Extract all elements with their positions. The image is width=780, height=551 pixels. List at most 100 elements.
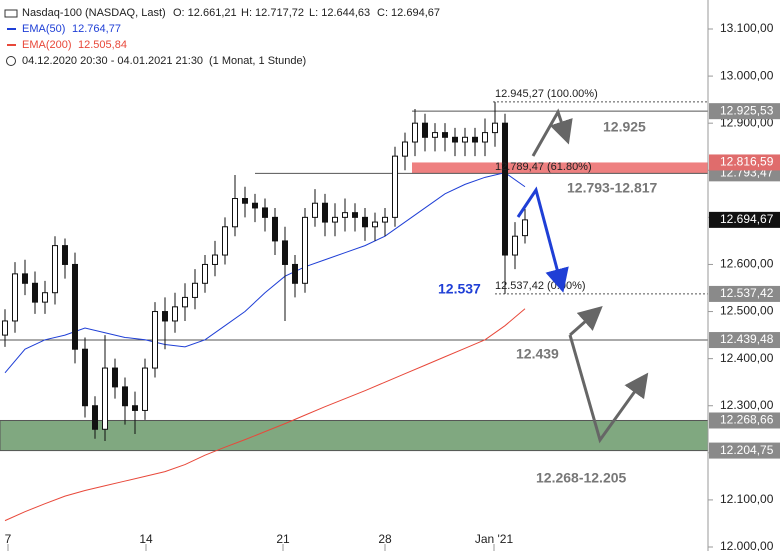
candle-body xyxy=(122,386,128,407)
y-tick-label: 12.400,00 xyxy=(720,351,774,365)
candle-body xyxy=(2,320,8,336)
candle-body xyxy=(232,198,238,228)
candle-body xyxy=(522,219,528,237)
candle-body xyxy=(352,212,358,218)
ohlc: L: 12.644,63 xyxy=(309,7,370,19)
candle-body xyxy=(202,263,208,284)
candle-body xyxy=(92,405,98,430)
legend-value: 12.764,77 xyxy=(72,23,121,35)
price-box xyxy=(709,412,780,429)
candle-body xyxy=(302,216,308,284)
y-tick-label: 12.100,00 xyxy=(720,492,774,506)
candle-body xyxy=(422,122,428,138)
candle-body xyxy=(42,292,48,303)
candle-body xyxy=(182,296,188,308)
candle-body xyxy=(332,216,338,223)
candle-body xyxy=(372,221,378,228)
candle-body xyxy=(102,367,108,430)
candle-body xyxy=(342,212,348,218)
x-tick-label: 28 xyxy=(378,532,392,546)
ema-line xyxy=(4,172,526,374)
y-tick-label: 13.100,00 xyxy=(720,21,774,35)
legend-label: EMA(200) xyxy=(22,39,72,51)
y-tick-label: 13.000,00 xyxy=(720,68,774,82)
candle-body xyxy=(472,136,478,143)
candle-body xyxy=(502,122,508,256)
candle-body xyxy=(512,235,518,256)
legend-label: EMA(50) xyxy=(22,23,65,35)
candle-body xyxy=(112,367,118,388)
price-label: 12.925,53 xyxy=(720,103,774,117)
candle-body xyxy=(412,122,418,143)
candle-body xyxy=(482,132,488,143)
ema-line xyxy=(4,308,526,522)
x-tick-label: 21 xyxy=(276,532,290,546)
price-box xyxy=(709,154,780,171)
candle-body xyxy=(212,254,218,265)
candle-body xyxy=(12,273,18,322)
gray-arrow xyxy=(569,306,603,337)
candle-body xyxy=(252,202,258,209)
candle-body xyxy=(132,405,138,411)
y-tick-label: 12.500,00 xyxy=(720,304,774,318)
y-tick-label: 12.300,00 xyxy=(720,398,774,412)
icon xyxy=(6,56,16,66)
annotation: 12.537 xyxy=(438,281,481,297)
price-box xyxy=(709,332,780,349)
candle-body xyxy=(452,136,458,143)
candle-body xyxy=(62,245,68,265)
zone xyxy=(412,162,708,174)
candle-body xyxy=(432,132,438,138)
annotation: 12.439 xyxy=(516,346,559,362)
fib-label: 12.945,27 (100.00%) xyxy=(495,88,598,100)
x-tick-label: Jan '21 xyxy=(475,532,514,546)
forecast-arrows xyxy=(516,108,649,444)
candle-body xyxy=(462,136,468,143)
price-box xyxy=(709,211,780,228)
candle-body xyxy=(292,263,298,284)
interval: (1 Monat, 1 Stunde) xyxy=(209,55,306,67)
y-tick-label: 12.000,00 xyxy=(720,539,774,551)
legend-value: 12.505,84 xyxy=(78,39,127,51)
candle-body xyxy=(392,155,398,218)
price-box xyxy=(709,442,780,459)
candle-body xyxy=(32,282,38,303)
candle-body xyxy=(222,226,228,256)
candle-body xyxy=(82,348,88,407)
candle-body xyxy=(312,202,318,218)
price-box xyxy=(709,285,780,302)
price-label: 12.268,66 xyxy=(720,413,774,427)
icon xyxy=(4,9,18,18)
legend: Nasdaq-100 (NASDAQ, Last) O: 12.661,21 H… xyxy=(4,7,440,67)
ohlc: O: 12.661,21 xyxy=(173,7,237,19)
blue-arrow xyxy=(516,186,569,293)
y-tick-label: 12.600,00 xyxy=(720,257,774,271)
candle-body xyxy=(442,132,448,138)
candle-body xyxy=(52,245,58,294)
candle-body xyxy=(382,216,388,223)
candle-body xyxy=(142,367,148,411)
price-label: 12.204,75 xyxy=(720,443,774,457)
candle-body xyxy=(172,306,178,322)
candle-body xyxy=(22,273,28,284)
candle-body xyxy=(192,282,198,298)
x-tick-label: 7 xyxy=(5,532,12,546)
date-range: 04.12.2020 20:30 - 04.01.2021 21:30 xyxy=(22,55,203,67)
price-box xyxy=(709,103,780,120)
candle-body xyxy=(272,216,278,242)
price-label: 12.537,42 xyxy=(720,286,774,300)
price-label: 12.439,48 xyxy=(720,332,774,346)
candle-body xyxy=(262,207,268,218)
gray-arrow xyxy=(531,108,573,157)
fib-label: 12.537,42 (0.00%) xyxy=(495,280,586,292)
candle-body xyxy=(402,141,408,157)
instrument: Nasdaq-100 (NASDAQ, Last) xyxy=(22,7,166,19)
gray-arrow xyxy=(568,334,649,444)
price-label: 12.816,59 xyxy=(720,155,774,169)
candle-body xyxy=(282,240,288,265)
annotation: 12.268-12.205 xyxy=(536,470,627,486)
candle-body xyxy=(152,311,158,369)
candle-body xyxy=(362,216,368,228)
x-tick-label: 14 xyxy=(139,532,153,546)
